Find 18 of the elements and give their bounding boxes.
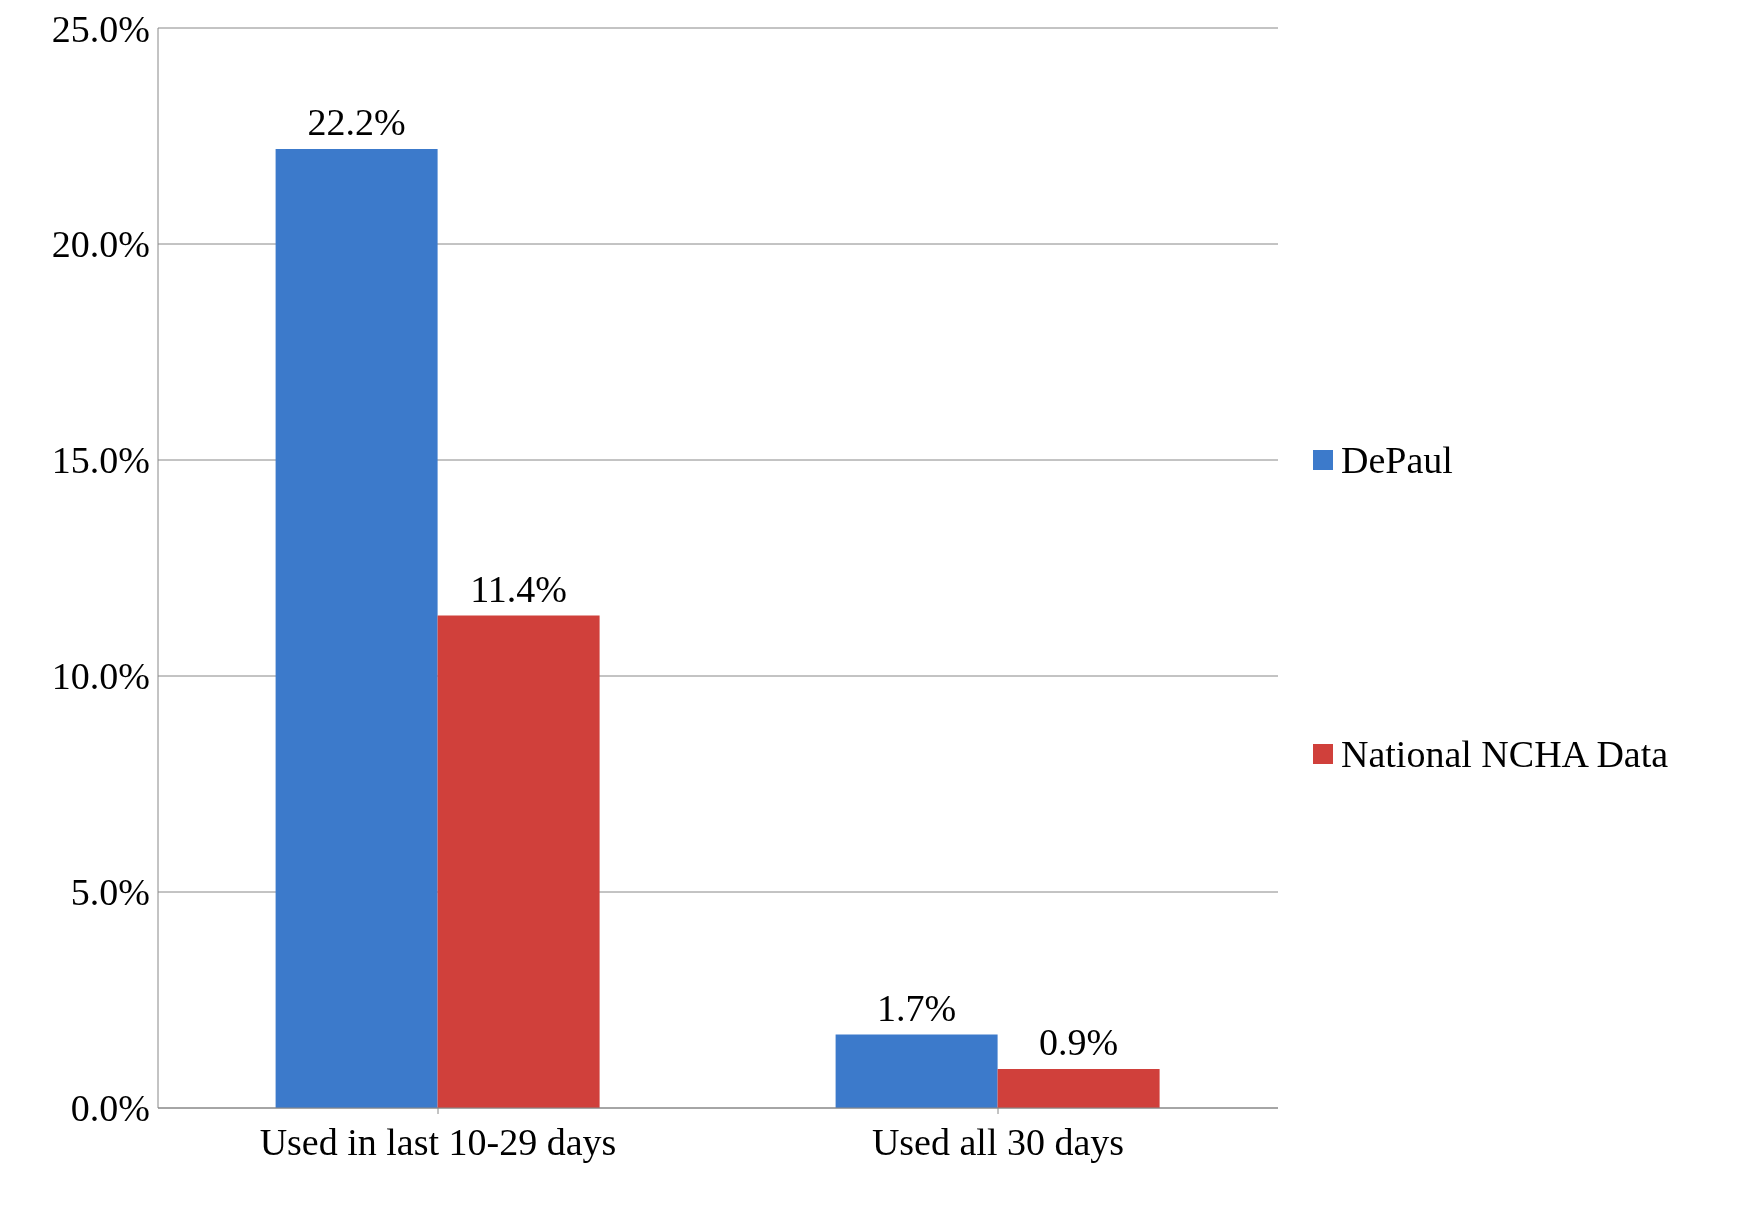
- y-tick-label: 5.0%: [70, 871, 150, 914]
- bar: [275, 148, 438, 1108]
- y-tick-label: 20.0%: [51, 223, 150, 266]
- x-tick-label: Used in last 10-29 days: [259, 1120, 617, 1163]
- data-label: 0.9%: [1039, 1021, 1119, 1064]
- data-label: 11.4%: [470, 567, 567, 610]
- y-tick-label: 15.0%: [51, 439, 150, 482]
- y-tick-label: 25.0%: [51, 7, 150, 50]
- data-label: 1.7%: [877, 986, 957, 1029]
- y-tick-label: 0.0%: [70, 1087, 150, 1130]
- legend-label: National NCHA Data: [1341, 732, 1669, 776]
- x-tick-label: Used all 30 days: [871, 1120, 1125, 1163]
- bar: [997, 1069, 1160, 1108]
- y-tick-label: 10.0%: [51, 655, 150, 698]
- bar: [437, 615, 600, 1108]
- data-label: 22.2%: [307, 100, 406, 143]
- bar: [835, 1034, 998, 1108]
- legend-label: DePaul: [1341, 438, 1453, 482]
